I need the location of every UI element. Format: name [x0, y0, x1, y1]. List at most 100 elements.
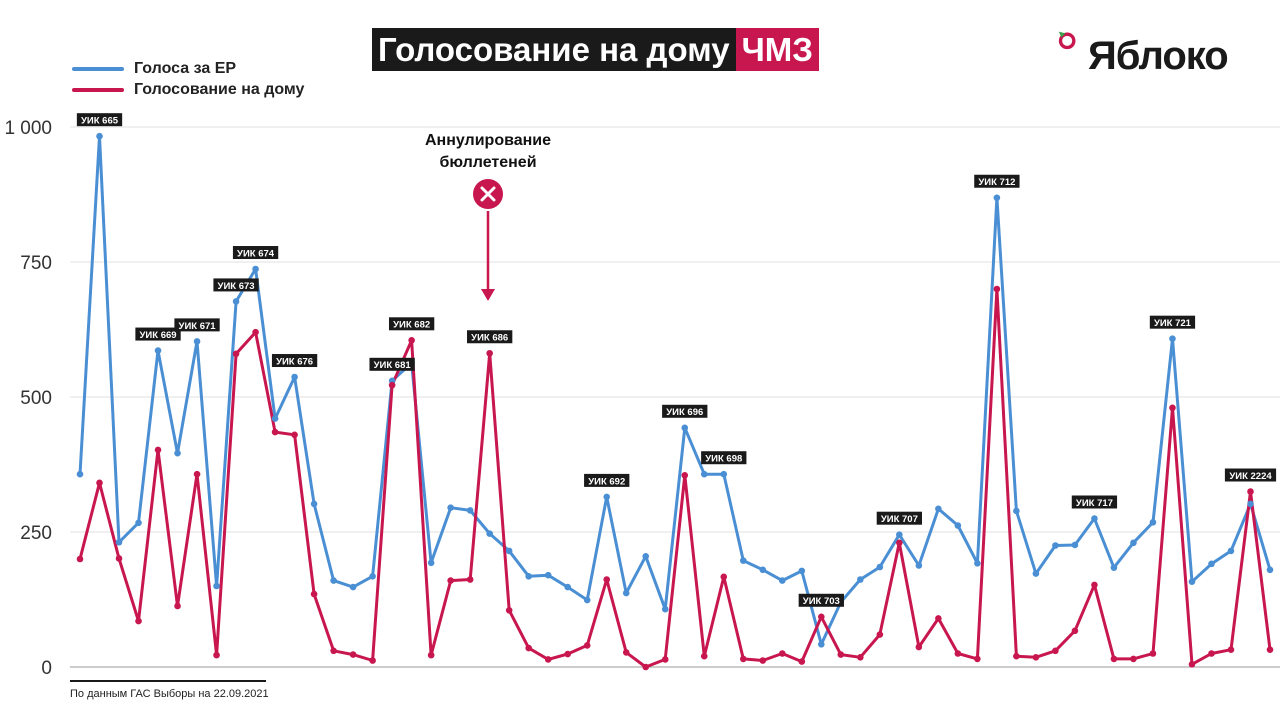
data-point [603, 493, 611, 501]
annulment-annotation: Аннулирование бюллетеней [425, 132, 551, 301]
data-point [330, 577, 337, 584]
data-point [115, 538, 123, 546]
data-point [857, 653, 864, 661]
data-point [681, 472, 689, 479]
uik-label: УИК 669 [135, 327, 181, 341]
data-point [1188, 661, 1196, 668]
data-point [1071, 541, 1079, 549]
y-tick-label: 0 [41, 658, 52, 679]
uik-label: УИК 721 [1149, 315, 1196, 329]
data-point [896, 539, 903, 547]
y-tick-label: 1 000 [4, 118, 52, 139]
data-point [915, 562, 923, 569]
grid-lines [70, 126, 1280, 668]
data-point [1266, 566, 1274, 574]
data-point [837, 651, 845, 658]
data-point [993, 285, 1001, 293]
uik-label: УИК 712 [974, 174, 1020, 188]
uik-label: УИК 717 [1071, 495, 1118, 509]
data-point [798, 567, 806, 575]
data-point [739, 655, 747, 663]
uik-label: УИК 2224 [1224, 468, 1277, 482]
data-point [876, 631, 884, 638]
data-point [115, 555, 123, 562]
data-point [700, 652, 708, 660]
svg-text:УИК 707: УИК 707 [881, 514, 918, 525]
data-point [369, 657, 376, 664]
annotation-arrowhead [481, 289, 495, 301]
data-point [76, 470, 84, 478]
data-point [1110, 564, 1118, 571]
uik-label: УИК 696 [662, 404, 708, 418]
series-line-1 [78, 287, 1272, 669]
data-point [369, 572, 376, 580]
data-point [720, 470, 728, 478]
data-point [935, 505, 942, 513]
svg-text:УИК 671: УИК 671 [179, 321, 217, 332]
data-point [798, 658, 806, 665]
svg-text:УИК 676: УИК 676 [276, 356, 313, 367]
series-lines [78, 134, 1272, 669]
data-point [622, 649, 630, 656]
footnote-rule [70, 680, 266, 682]
data-point [1169, 335, 1176, 342]
data-point [505, 607, 513, 614]
svg-text:УИК 669: УИК 669 [140, 330, 177, 341]
svg-text:УИК 698: УИК 698 [705, 454, 742, 465]
svg-text:УИК 686: УИК 686 [471, 333, 508, 344]
data-point [876, 563, 884, 571]
data-point [349, 651, 357, 658]
data-point [213, 651, 220, 659]
svg-text:УИК 682: УИК 682 [393, 320, 430, 331]
data-point [447, 577, 454, 584]
uik-label: УИК 676 [271, 354, 318, 367]
uik-label: УИК 692 [584, 473, 630, 487]
annotation-line2: бюллетеней [439, 154, 536, 171]
data-point [1130, 655, 1137, 663]
legend-label-er: Голоса за ЕР [134, 59, 237, 77]
data-point [778, 650, 786, 657]
svg-text:УИК 721: УИК 721 [1154, 318, 1192, 329]
data-point [974, 560, 981, 567]
data-point [349, 583, 357, 591]
data-point [1227, 547, 1235, 555]
series-points [76, 132, 1274, 671]
data-point [1247, 500, 1254, 508]
data-point [154, 347, 162, 354]
data-point [193, 338, 201, 345]
svg-text:УИК 2224: УИК 2224 [1229, 471, 1272, 482]
data-point [583, 596, 591, 604]
svg-text:УИК 717: УИК 717 [1076, 498, 1113, 509]
apple-ring-icon [1058, 31, 1076, 50]
data-point [466, 507, 474, 514]
data-point [291, 373, 298, 381]
data-point [700, 470, 708, 478]
data-point [954, 522, 962, 529]
data-point [1247, 488, 1254, 495]
data-point [271, 415, 279, 422]
data-point [96, 132, 103, 140]
data-point [564, 650, 572, 658]
data-point [778, 577, 786, 584]
y-tick-label: 750 [20, 253, 52, 274]
data-point [993, 194, 1001, 202]
data-point [1091, 581, 1098, 589]
data-point [759, 657, 767, 664]
svg-text:УИК 692: УИК 692 [588, 476, 625, 487]
data-point [681, 424, 689, 432]
yabloko-logo: Яблоко [1052, 24, 1262, 80]
data-point [96, 479, 103, 487]
data-point [1227, 646, 1235, 654]
uik-label: УИК 707 [876, 511, 922, 525]
uik-label: УИК 698 [701, 451, 747, 465]
uik-label: УИК 673 [213, 278, 259, 292]
data-point [525, 644, 532, 652]
data-point [1169, 404, 1176, 412]
uik-label: УИК 674 [232, 246, 279, 259]
data-point [661, 656, 669, 663]
data-point [154, 446, 162, 454]
data-point [252, 265, 259, 273]
uik-label: УИК 686 [467, 330, 513, 344]
legend-item-er: Голоса за ЕР [72, 58, 304, 79]
footnote: По данным ГАС Выборы на 22.09.2021 [70, 688, 269, 700]
